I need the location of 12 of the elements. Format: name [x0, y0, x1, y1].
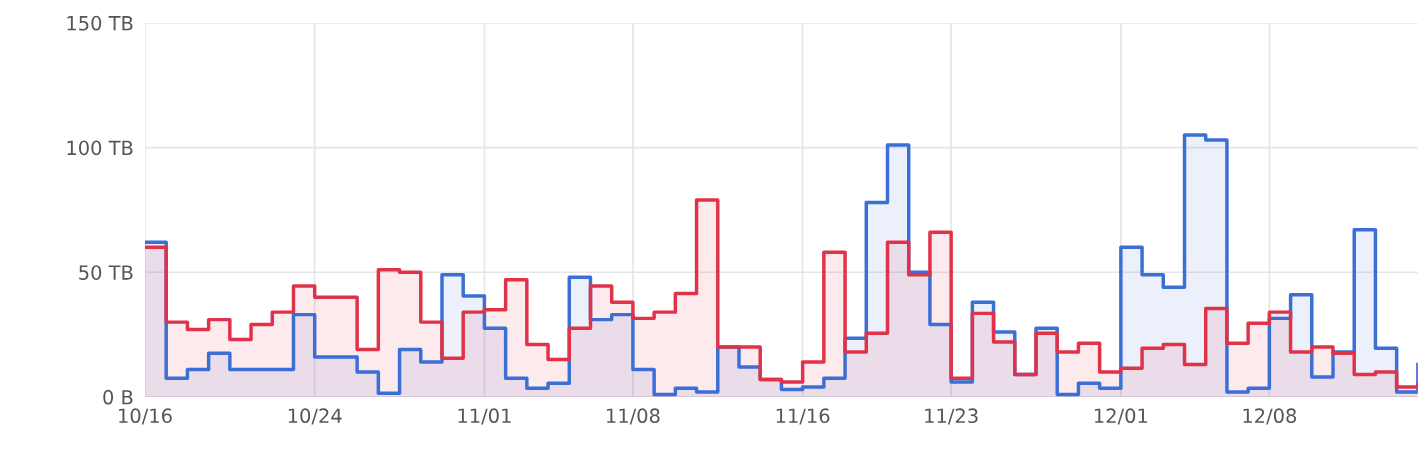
y-tick-label: 150 TB: [67, 15, 133, 31]
x-tick-label: 11/01: [458, 408, 511, 425]
x-tick-label: 12/01: [1094, 408, 1148, 425]
x-tick-label: 11/23: [925, 408, 978, 425]
y-tick-label: 0 B: [103, 389, 133, 405]
x-tick-label: 10/16: [119, 408, 172, 425]
y-tick-label: 100 TB: [67, 140, 133, 156]
x-tick-label: 11/16: [776, 408, 830, 425]
x-tick-label: 11/08: [607, 408, 660, 425]
y-tick-label: 50 TB: [79, 265, 133, 280]
x-tick-label: 10/24: [288, 408, 342, 425]
x-tick-label: 12/08: [1243, 408, 1297, 425]
